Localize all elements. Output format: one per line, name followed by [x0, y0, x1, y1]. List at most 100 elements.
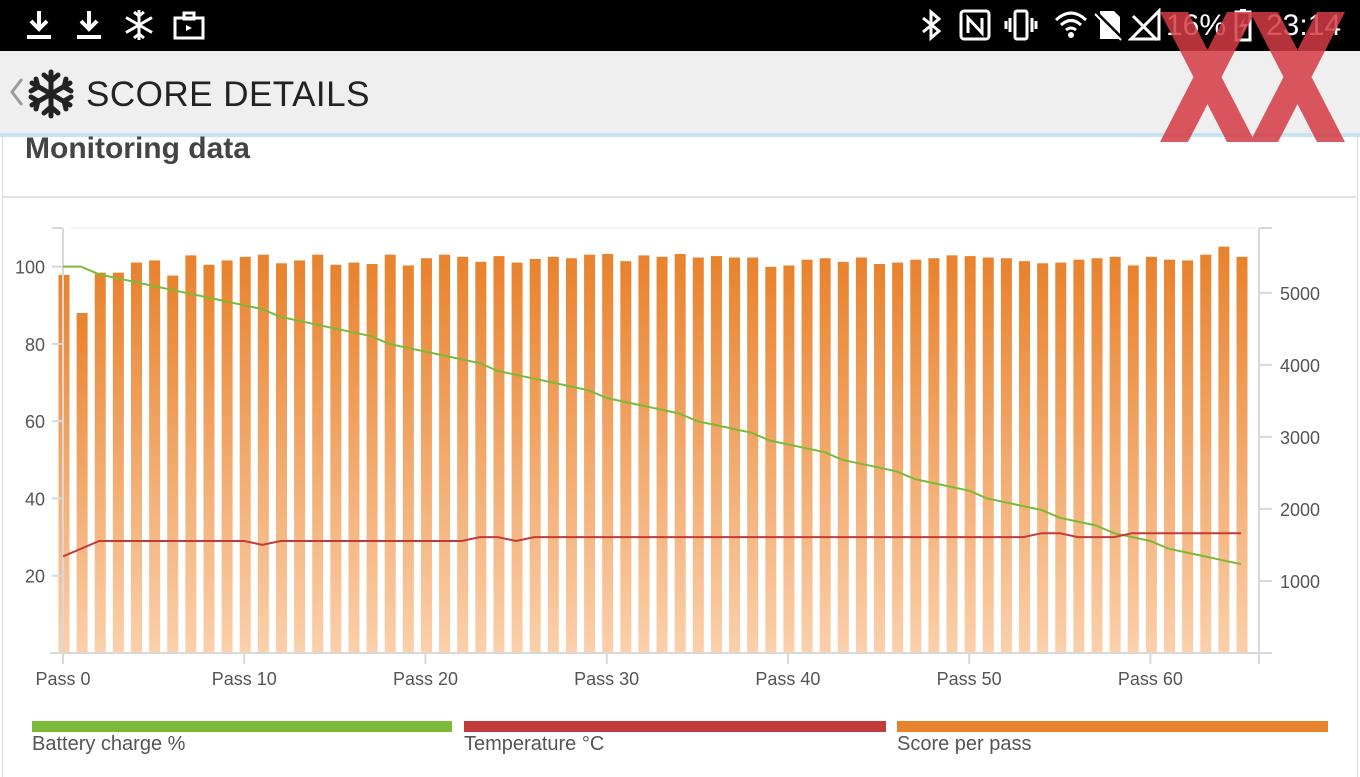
score-bar — [257, 254, 269, 654]
score-bar — [1127, 265, 1139, 653]
battery-line — [63, 265, 1242, 566]
legend-label-temperature: Temperature °C — [464, 733, 605, 755]
score-bar — [837, 261, 849, 653]
download-icon — [77, 11, 101, 39]
section-heading: Monitoring data — [25, 132, 250, 165]
score-bar — [294, 260, 306, 653]
score-bar — [493, 256, 505, 653]
score-bar — [892, 262, 904, 653]
score-bar — [1055, 262, 1067, 653]
score-bar — [1145, 256, 1157, 653]
score-bar — [1182, 260, 1194, 653]
x-tick-label: Pass 30 — [574, 669, 639, 689]
score-bar — [529, 258, 541, 653]
chevron-left-icon[interactable] — [6, 71, 26, 113]
score-bar — [511, 262, 523, 653]
legend-swatch-score — [897, 721, 1328, 732]
score-bar — [1073, 259, 1085, 653]
score-bar — [275, 263, 287, 653]
score-bar — [910, 259, 922, 653]
watermark-logo — [1160, 12, 1345, 142]
score-bar — [348, 262, 360, 653]
score-bar — [692, 257, 704, 653]
score-bar — [602, 253, 614, 654]
right-tick-label: 3000 — [1280, 428, 1320, 448]
score-bar — [674, 253, 686, 654]
score-bar — [1019, 261, 1031, 653]
score-bar — [584, 254, 596, 654]
score-bar — [167, 275, 179, 653]
score-bar — [729, 257, 741, 653]
score-bar — [203, 264, 215, 653]
vibrate-icon — [1004, 9, 1038, 41]
x-tick-label: Pass 50 — [937, 669, 1002, 689]
score-bar — [366, 264, 378, 653]
x-tick-label: Pass 10 — [212, 669, 277, 689]
x-tick-label: Pass 0 — [35, 669, 90, 689]
score-bar — [112, 272, 124, 653]
temperature-line — [62, 532, 1241, 558]
chart-lines — [62, 265, 1242, 566]
score-bar — [1236, 256, 1248, 653]
score-bar — [1091, 258, 1103, 653]
score-bar — [874, 264, 886, 653]
no-signal-icon — [1128, 8, 1161, 42]
score-bar — [149, 260, 161, 653]
score-bar — [620, 261, 632, 653]
right-tick-label: 5000 — [1280, 284, 1320, 304]
score-bar — [710, 256, 722, 653]
score-bar — [765, 266, 777, 653]
download-icon — [27, 11, 51, 39]
score-bar — [1218, 246, 1230, 653]
legend-swatch-battery — [32, 721, 452, 732]
score-bar — [783, 265, 795, 653]
wifi-icon — [1054, 11, 1088, 38]
score-bar — [130, 262, 142, 653]
score-bar — [1037, 263, 1049, 653]
nfc-icon — [959, 9, 991, 41]
score-bar — [94, 272, 106, 653]
score-bar — [1200, 254, 1212, 654]
score-bar — [76, 313, 88, 653]
chart-labels: 20 40 60 80 100 1000 2000 3000 4000 5000 Pass 0 Pas… — [15, 258, 1320, 689]
score-bar — [475, 261, 487, 653]
score-bar — [439, 254, 451, 654]
score-bar — [402, 265, 414, 653]
score-bar — [384, 254, 396, 654]
left-tick-label: 60 — [25, 412, 45, 432]
legend-label-score: Score per pass — [897, 733, 1032, 755]
right-tick-label: 4000 — [1280, 356, 1320, 376]
score-bar — [982, 257, 994, 653]
left-tick-label: 80 — [25, 335, 45, 355]
score-bar — [239, 256, 251, 653]
legend-label-battery: Battery charge % — [32, 733, 186, 755]
score-bar — [312, 254, 324, 654]
x-tick-label: Pass 40 — [755, 669, 820, 689]
score-bar — [928, 258, 940, 653]
score-bar — [855, 257, 867, 653]
page-title: SCORE DETAILS — [86, 75, 370, 114]
score-bar — [747, 257, 759, 653]
score-bar — [185, 255, 197, 654]
snowflake-icon — [125, 10, 153, 40]
score-bar — [1109, 256, 1121, 653]
left-tick-label: 40 — [25, 489, 45, 509]
left-tick-label: 100 — [15, 258, 45, 278]
score-bar — [1000, 258, 1012, 653]
score-bar — [801, 259, 813, 653]
score-bar — [221, 260, 233, 653]
legend-swatch-temperature — [464, 721, 886, 732]
score-bars — [58, 246, 1248, 654]
score-bar — [819, 258, 831, 653]
score-bar — [547, 256, 559, 653]
right-tick-label: 2000 — [1280, 500, 1320, 520]
no-sim-icon — [1093, 9, 1125, 41]
briefcase-icon — [173, 11, 205, 40]
left-tick-label: 20 — [25, 567, 45, 587]
divider — [2, 196, 1356, 198]
app-bar: SCORE DETAILS — [0, 51, 1360, 137]
score-bar — [420, 258, 432, 653]
snowflake-icon — [28, 69, 74, 119]
score-bar — [946, 255, 958, 654]
